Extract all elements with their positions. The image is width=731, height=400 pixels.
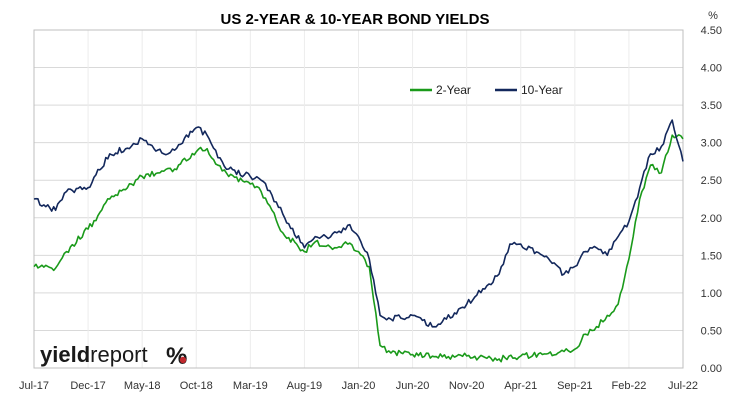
x-tick-label: Dec-17 [70, 380, 105, 392]
y-tick-label: 0.00 [701, 363, 722, 375]
gridlines [33, 29, 684, 369]
logo-percent-symbol: % [166, 343, 187, 370]
y-tick-label: 2.50 [701, 175, 722, 187]
y-tick-label: 2.00 [701, 213, 722, 225]
y-tick-label: 4.50 [701, 25, 722, 37]
logo-percent-dot [179, 356, 187, 364]
y-tick-label: 1.00 [701, 288, 722, 300]
svg-text:yieldreport: yieldreport [40, 342, 148, 367]
x-tick-label: Jul-17 [19, 380, 49, 392]
logo-word-report: report [90, 342, 147, 367]
logo-word-yield: yield [40, 342, 90, 367]
x-tick-label: Jan-20 [342, 380, 376, 392]
x-tick-label: Oct-18 [180, 380, 213, 392]
chart-title: US 2-YEAR & 10-YEAR BOND YIELDS [221, 11, 490, 28]
legend: 2-Year 10-Year [410, 83, 563, 97]
series-line-10-year [33, 119, 684, 328]
legend-label-10-year: 10-Year [521, 83, 563, 97]
yieldreport-logo: yieldreport % [40, 342, 187, 370]
x-tick-label: May-18 [124, 380, 161, 392]
y-axis-ticks: 0.00 0.50 1.00 1.50 2.00 2.50 3.00 3.50 4.00 4.50 [701, 25, 722, 375]
x-tick-label: Feb-22 [611, 380, 646, 392]
y-axis-unit: % [708, 10, 718, 22]
x-axis-ticks: Jul-17 Dec-17 May-18 Oct-18 Mar-19 Aug-19 Jan-… [19, 380, 698, 392]
x-tick-label: Jul-22 [668, 380, 698, 392]
series-line-2-year [33, 134, 684, 363]
y-tick-label: 3.00 [701, 138, 722, 150]
y-tick-label: 1.50 [701, 250, 722, 262]
x-tick-label: Mar-19 [233, 380, 268, 392]
y-tick-label: 3.50 [701, 100, 722, 112]
series-lines [33, 119, 684, 363]
x-tick-label: Sep-21 [557, 380, 592, 392]
x-tick-label: Nov-20 [449, 380, 484, 392]
x-tick-label: Jun-20 [396, 380, 430, 392]
legend-label-2-year: 2-Year [436, 83, 471, 97]
y-tick-label: 0.50 [701, 325, 722, 337]
y-tick-label: 4.00 [701, 63, 722, 75]
x-tick-label: Apr-21 [504, 380, 537, 392]
x-tick-label: Aug-19 [287, 380, 322, 392]
